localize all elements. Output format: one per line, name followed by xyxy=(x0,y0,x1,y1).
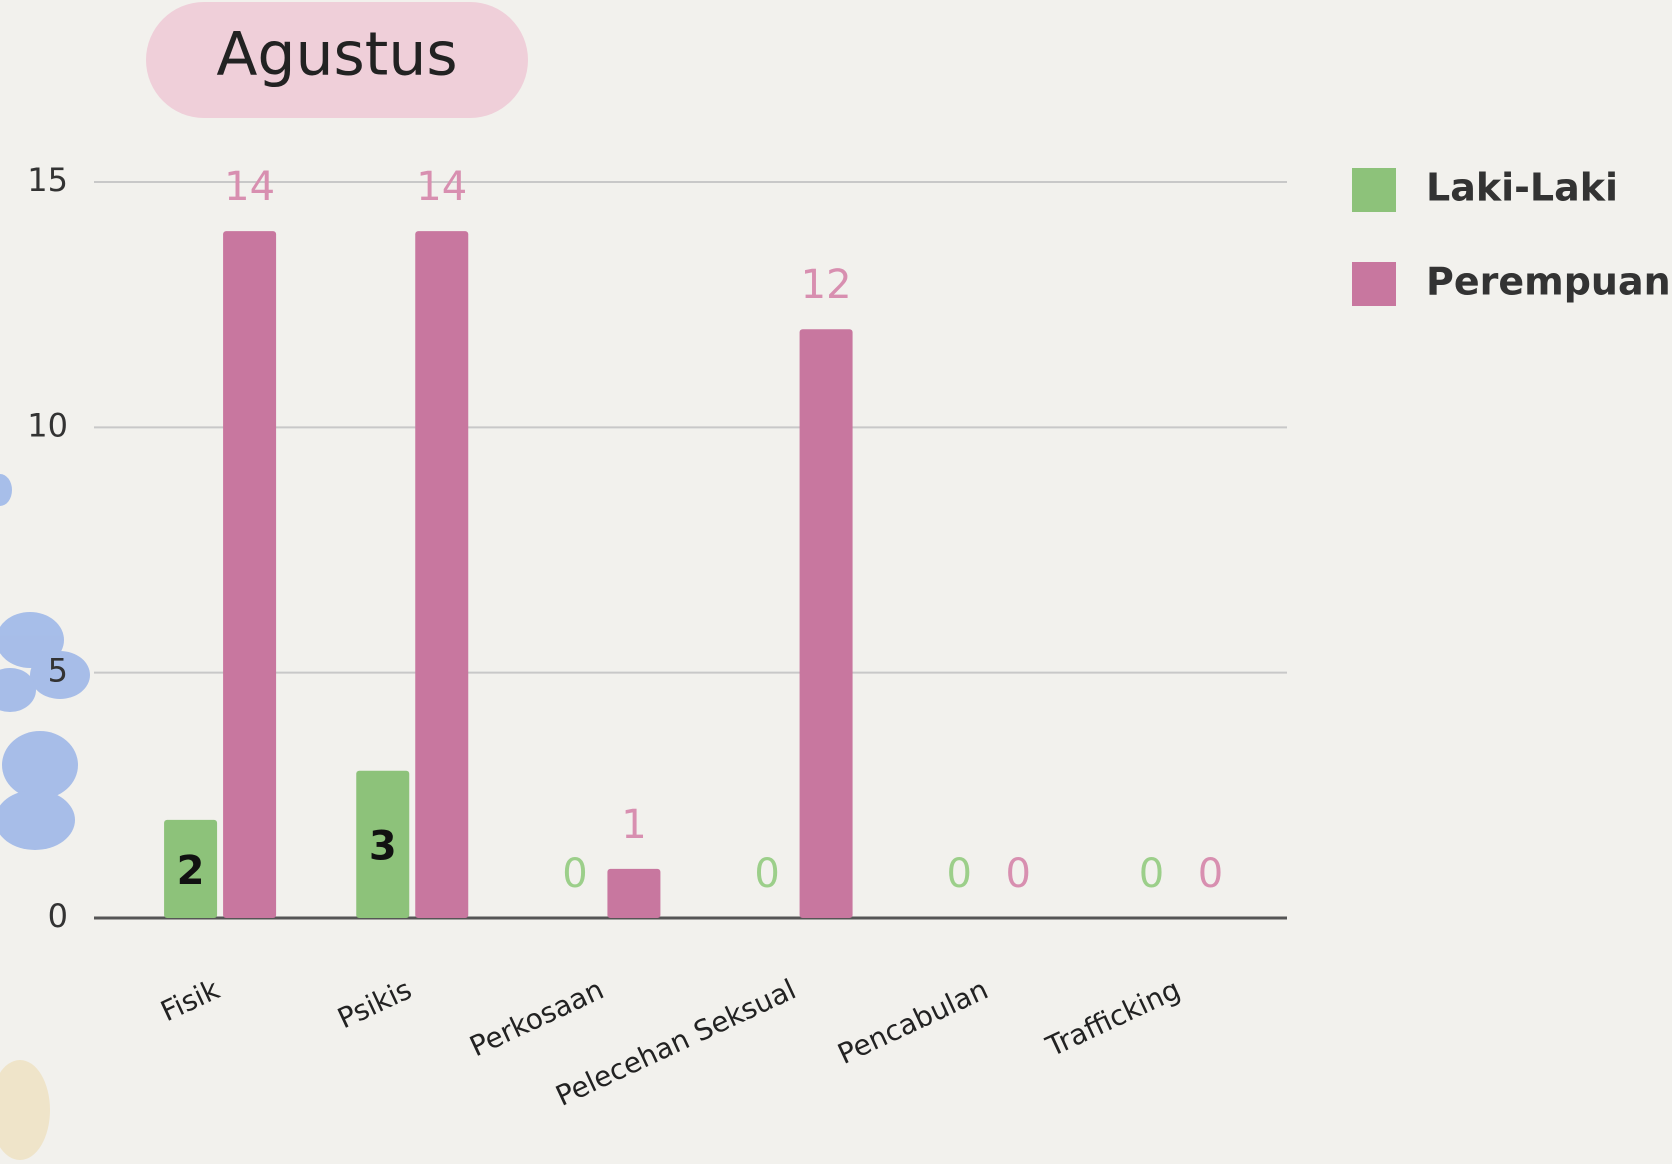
value-label: 14 xyxy=(416,164,467,210)
value-label: 14 xyxy=(224,164,275,210)
value-label: 0 xyxy=(947,851,972,897)
legend-label: Laki-Laki xyxy=(1426,166,1618,210)
bar xyxy=(607,869,660,918)
bar xyxy=(800,329,853,918)
value-label: 0 xyxy=(1139,851,1164,897)
bar xyxy=(223,231,276,918)
value-label: 0 xyxy=(1198,851,1223,897)
legend-label: Perempuan xyxy=(1426,260,1671,304)
value-label: 0 xyxy=(754,851,779,897)
chart-title: Agustus xyxy=(216,20,457,90)
value-label: 1 xyxy=(621,802,646,848)
y-tick-label: 0 xyxy=(48,897,68,935)
y-tick-label: 10 xyxy=(27,406,68,444)
legend-swatch xyxy=(1352,262,1396,306)
value-label: 0 xyxy=(562,851,587,897)
y-tick-label: 15 xyxy=(27,161,68,199)
value-label: 0 xyxy=(1006,851,1031,897)
bar xyxy=(415,231,468,918)
value-label: 3 xyxy=(369,823,397,869)
value-label: 12 xyxy=(801,262,852,308)
y-tick-label: 5 xyxy=(48,652,68,690)
chart: Agustus 051015Fisik214Psikis314Perkosaan… xyxy=(0,0,1672,1164)
legend-swatch xyxy=(1352,168,1396,212)
value-label: 2 xyxy=(177,848,205,894)
